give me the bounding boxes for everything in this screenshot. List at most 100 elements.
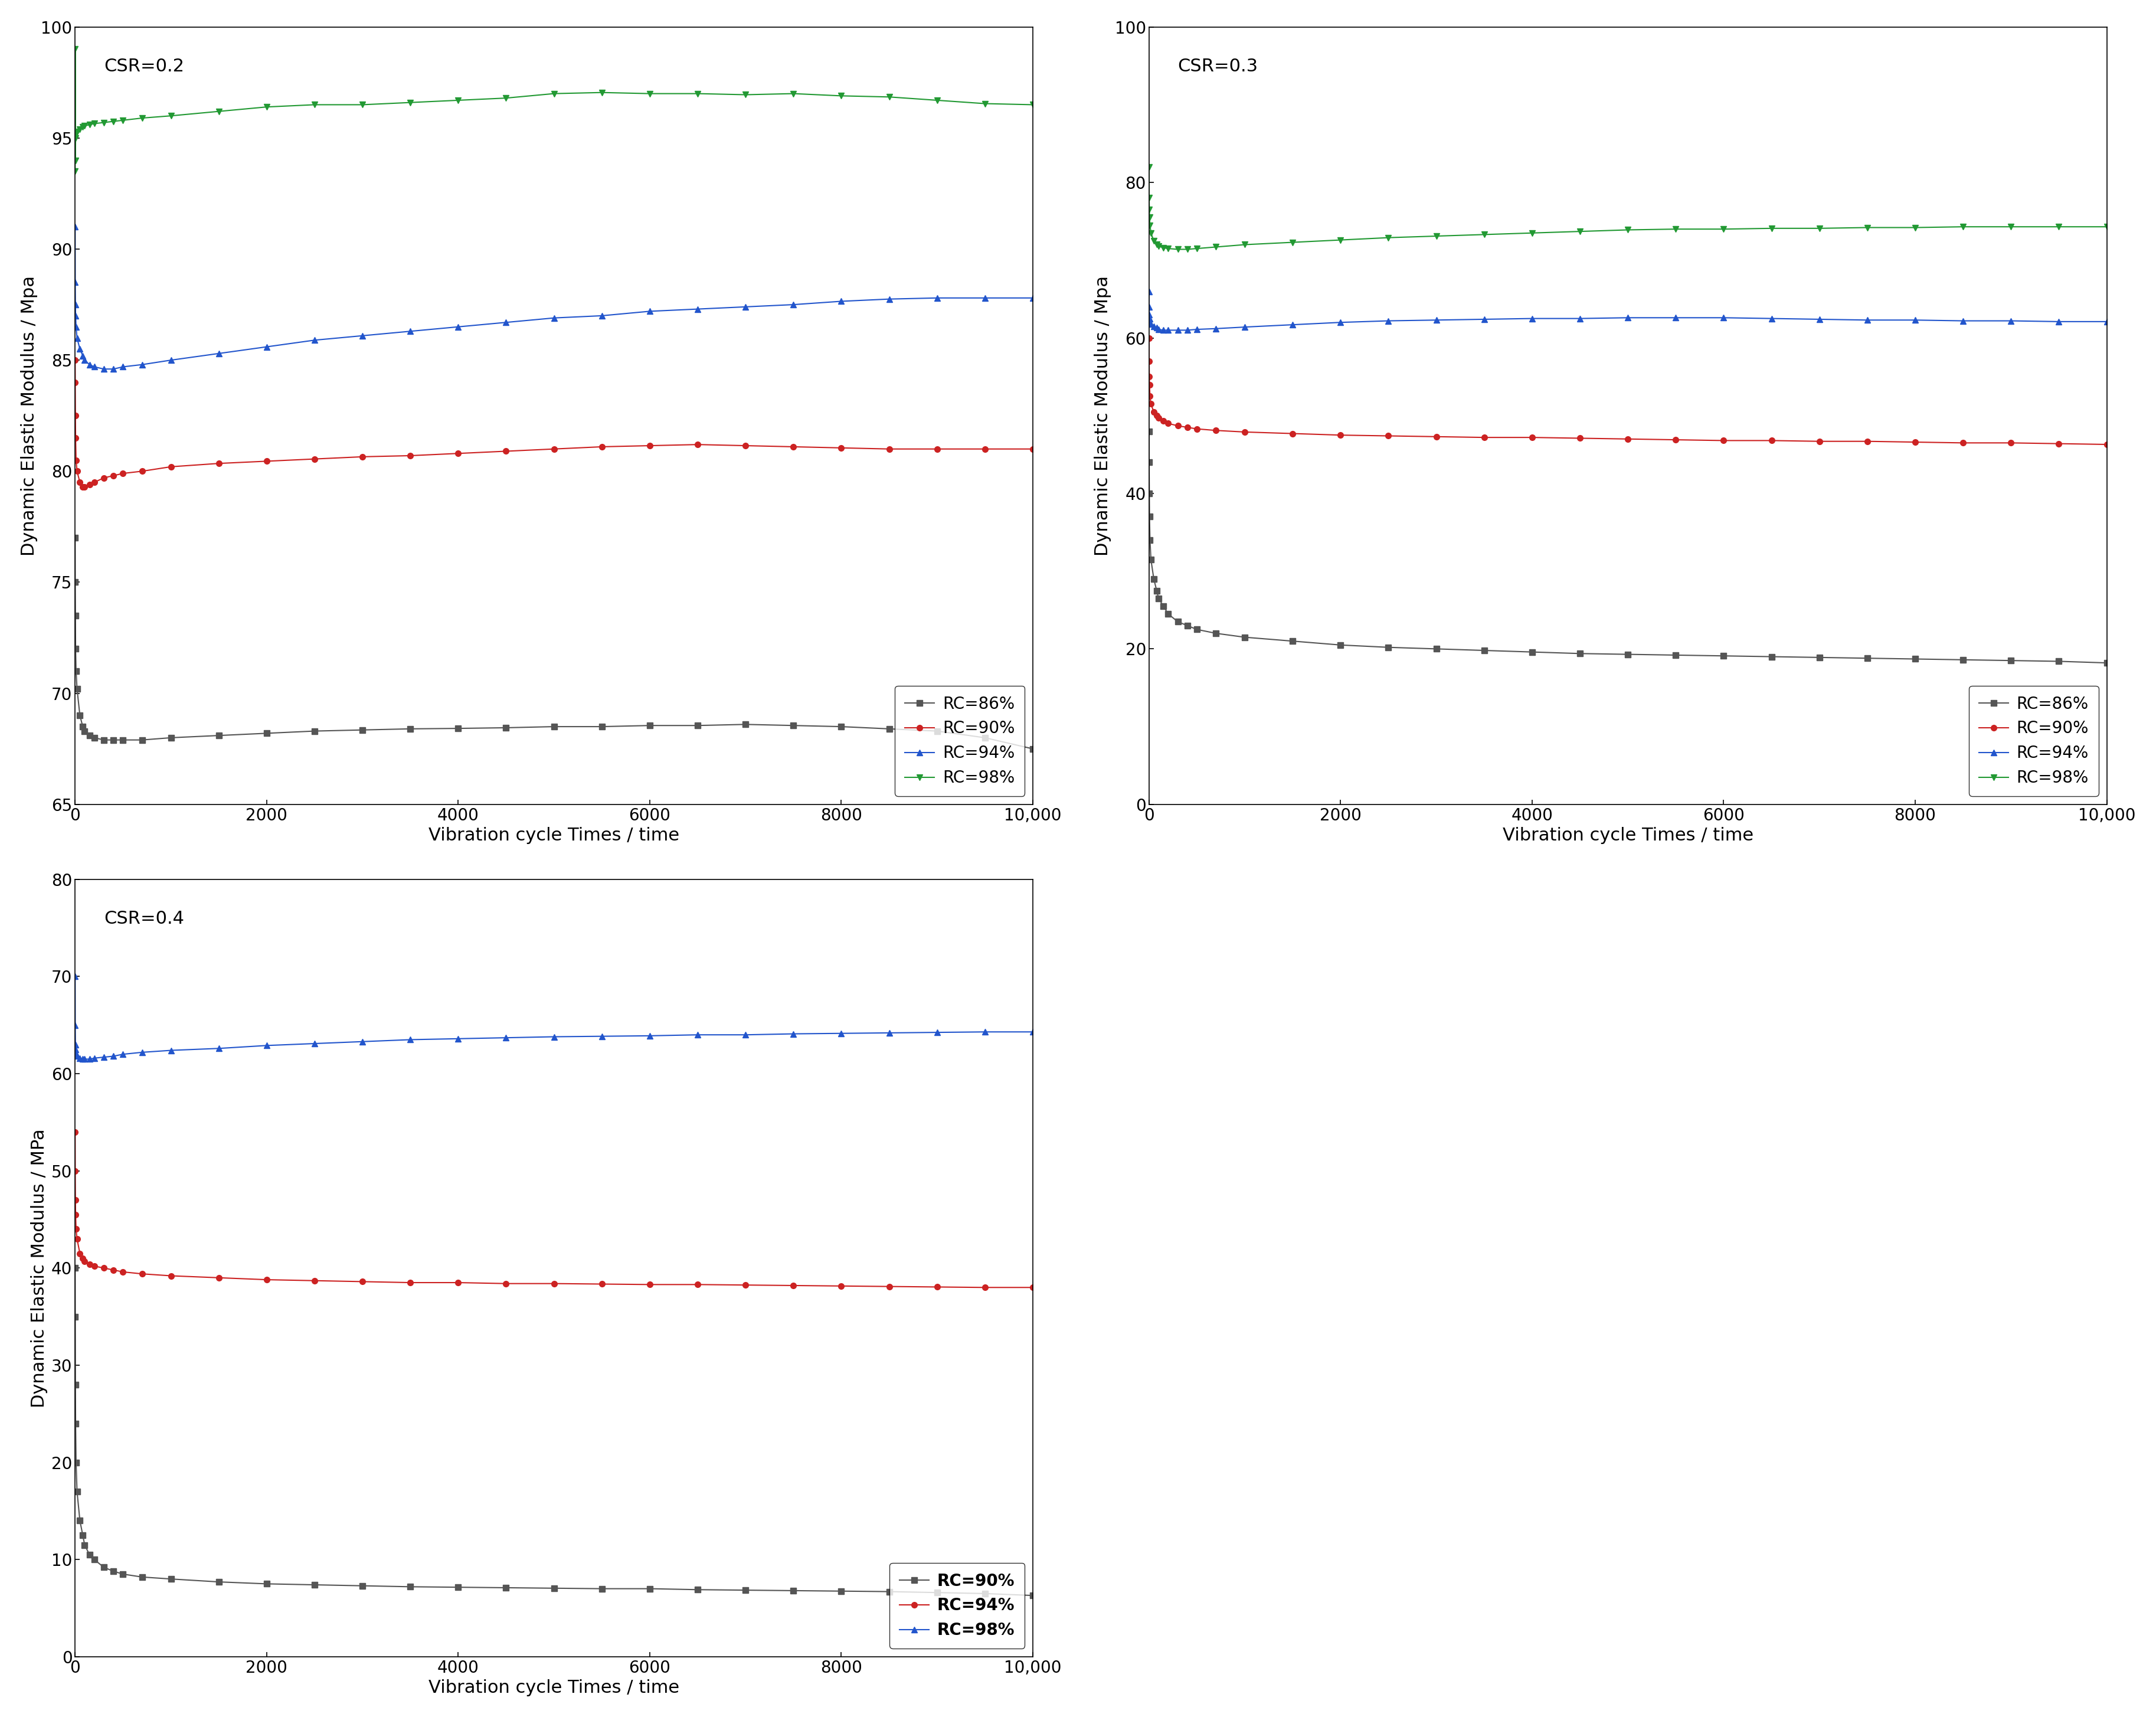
RC=98% — [446, 1028, 472, 1049]
RC=94% — [69, 1248, 95, 1269]
RC=90% — [1141, 402, 1166, 422]
RC=86% — [1615, 644, 1641, 664]
RC=90% — [589, 436, 614, 457]
RC=94% — [63, 1161, 88, 1181]
RC=94% — [1138, 314, 1164, 335]
RC=98% — [1710, 218, 1736, 239]
RC=98% — [1807, 218, 1833, 239]
RC=86% — [1376, 637, 1401, 658]
RC=90% — [925, 1583, 951, 1604]
RC=90% — [1184, 419, 1210, 440]
RC=94% — [1951, 311, 1977, 331]
RC=94% — [1470, 309, 1496, 330]
RC=94% — [1662, 307, 1688, 328]
RC=94% — [972, 288, 998, 309]
RC=98% — [972, 93, 998, 113]
RC=98% — [1999, 216, 2024, 237]
RC=90% — [1164, 416, 1190, 436]
RC=94% — [1136, 312, 1162, 333]
RC=98% — [1520, 223, 1546, 244]
RC=98% — [1567, 221, 1593, 242]
RC=90% — [875, 1581, 901, 1602]
RC=98% — [1138, 223, 1164, 244]
RC=98% — [349, 1032, 375, 1053]
RC=98% — [63, 127, 88, 148]
RC=98% — [1141, 230, 1166, 251]
RC=90% — [349, 446, 375, 467]
RC=94% — [157, 1265, 183, 1286]
Legend: RC=86%, RC=90%, RC=94%, RC=98%: RC=86%, RC=90%, RC=94%, RC=98% — [895, 685, 1024, 797]
RC=90% — [1020, 1585, 1046, 1605]
RC=90% — [1231, 422, 1257, 443]
RC=90% — [71, 476, 97, 496]
RC=94% — [828, 1276, 854, 1296]
RC=94% — [1231, 316, 1257, 337]
RC=90% — [82, 1549, 108, 1569]
RC=98% — [1020, 94, 1046, 115]
RC=90% — [972, 438, 998, 458]
RC=94% — [71, 1252, 97, 1272]
RC=86% — [205, 725, 231, 745]
RC=90% — [71, 1535, 97, 1556]
RC=94% — [1164, 319, 1190, 340]
RC=90% — [397, 445, 423, 465]
RC=94% — [541, 307, 567, 328]
RC=94% — [733, 297, 759, 318]
RC=86% — [63, 661, 88, 682]
RC=98% — [1615, 220, 1641, 240]
RC=98% — [925, 1022, 951, 1042]
RC=98% — [82, 1047, 108, 1068]
RC=86% — [446, 718, 472, 738]
RC=86% — [1184, 620, 1210, 640]
RC=94% — [1423, 309, 1449, 330]
RC=86% — [589, 716, 614, 737]
RC=90% — [1328, 424, 1354, 445]
RC=98% — [1156, 239, 1181, 259]
RC=94% — [446, 316, 472, 337]
RC=94% — [1151, 319, 1177, 340]
RC=90% — [101, 465, 127, 486]
RC=86% — [541, 716, 567, 737]
RC=90% — [828, 438, 854, 458]
RC=90% — [157, 1569, 183, 1590]
RC=98% — [65, 1046, 91, 1066]
RC=90% — [65, 460, 91, 481]
RC=94% — [302, 1271, 328, 1291]
RC=90% — [63, 450, 88, 470]
RC=94% — [129, 1264, 155, 1284]
RC=98% — [101, 1046, 127, 1066]
RC=90% — [1020, 438, 1046, 458]
RC=94% — [397, 321, 423, 342]
RC=94% — [1281, 314, 1307, 335]
RC=94% — [65, 1229, 91, 1250]
RC=98% — [110, 1044, 136, 1065]
Line: RC=90%: RC=90% — [73, 357, 1035, 489]
RC=94% — [686, 1274, 711, 1295]
RC=98% — [397, 1030, 423, 1051]
RC=98% — [63, 1044, 88, 1065]
RC=94% — [1145, 319, 1171, 340]
RC=90% — [1710, 431, 1736, 452]
RC=98% — [302, 1034, 328, 1054]
RC=94% — [828, 290, 854, 311]
RC=90% — [1136, 386, 1162, 407]
RC=90% — [541, 438, 567, 458]
Line: RC=86%: RC=86% — [73, 536, 1035, 752]
RC=98% — [67, 118, 93, 139]
RC=90% — [733, 1580, 759, 1600]
Text: CSR=0.4: CSR=0.4 — [103, 910, 183, 927]
RC=90% — [780, 1580, 806, 1600]
Line: RC=98%: RC=98% — [1147, 165, 2109, 252]
RC=98% — [1423, 227, 1449, 247]
RC=98% — [101, 112, 127, 132]
RC=94% — [780, 294, 806, 314]
RC=86% — [1141, 568, 1166, 589]
X-axis label: Vibration cycle Times / time: Vibration cycle Times / time — [1503, 828, 1753, 845]
RC=94% — [101, 1260, 127, 1281]
RC=86% — [1231, 627, 1257, 647]
RC=86% — [1710, 646, 1736, 666]
RC=98% — [733, 84, 759, 105]
RC=94% — [1143, 318, 1169, 338]
RC=94% — [1759, 307, 1785, 328]
RC=86% — [494, 718, 520, 738]
